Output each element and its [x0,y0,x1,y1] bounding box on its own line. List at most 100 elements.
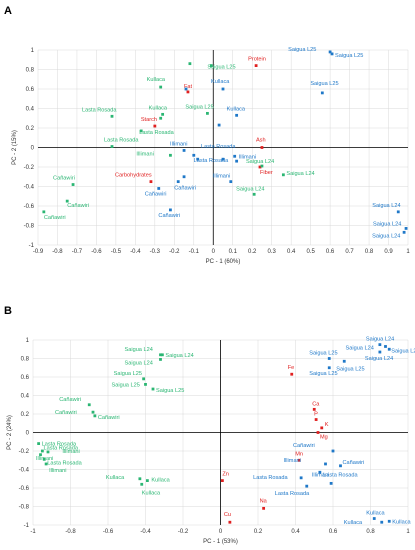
a-sample-point [188,62,192,66]
b-sample-label: Cañawiri [98,415,120,421]
b-sample-label: Illimani [49,468,66,474]
a-sample-point [159,85,163,89]
a-x-tick-label: 0.7 [345,249,354,255]
b-variable-point [314,418,318,421]
b-y-tick-label: -0.4 [19,468,30,474]
a-sample-label: Lasta Rosada [194,158,229,164]
a-sample-label: Saigua L25 [207,65,235,71]
b-variable-label: Fe [288,365,295,371]
b-variable-point [312,407,316,411]
a-sample-point [221,87,225,91]
a-sample-label: Saigua L25 [310,81,338,87]
a-x-axis-label: PC - 1 (60%) [206,259,241,265]
b-sample-point [159,353,162,357]
b-sample-label: Lasta Rosada [323,472,358,478]
a-x-tick-label: 0.6 [326,249,335,255]
b-variable-point [262,506,266,510]
b-sample-label: Lasta Rosada [253,475,288,481]
b-variable-point [316,431,320,434]
a-x-tick-label: -0.3 [150,249,161,255]
a-sample-point [192,153,196,157]
a-variable-point [153,124,157,128]
panel-b-letter: B [4,305,12,317]
a-sample-point [206,111,209,115]
a-sample-point [65,199,69,203]
b-y-tick-label: -1 [24,523,30,529]
b-sample-label: Cañawiri [343,460,365,466]
b-sample-point [331,449,335,453]
panel-b-plot: -1 -0.8 -0.6 -0.4 -0.2 0 0.2 0.4 0.6 0.8 1 -1 -0.8 -0… [7,337,415,545]
a-sample-point [233,154,237,158]
b-sample-point [380,520,384,524]
b-y-tick-label: 0.6 [21,375,30,381]
b-x-axis-label: PC - 1 (53%) [203,539,238,545]
b-x-tick-label: -0.2 [178,529,189,535]
a-sample-point [221,157,225,161]
a-sample-label: Cañawiri [44,215,66,221]
b-sample-label: Saigua L24 [125,360,153,366]
b-sample-point [342,359,346,363]
b-sample-point [372,517,376,520]
a-x-tick-label: 0.4 [287,249,296,255]
a-sample-label: Saigua L24 [286,171,314,177]
b-sample-point [299,476,303,480]
b-sample-point [159,358,162,361]
a-y-tick-label: -0.2 [24,165,35,171]
a-sample-point [396,210,400,214]
a-sample-label: Saigua L24 [372,203,400,209]
b-sample-point [37,442,41,445]
a-x-tick-label: 0.8 [365,249,374,255]
b-sample-point [145,479,149,482]
b-sample-label: Saigua L24 [125,347,153,353]
b-variable-point [228,520,232,524]
b-sample-label: Saigua L24 [366,337,394,343]
a-x-tick-label: 0.3 [268,249,277,255]
a-sample-point [182,149,186,152]
a-variable-label: Starch [141,117,157,123]
b-variable-label: Cu [224,512,231,518]
a-sample-point [161,112,165,116]
a-sample-point [110,145,114,148]
a-x-tick-label: -0.1 [189,249,200,255]
a-sample-label: Illimani [239,154,256,160]
a-y-tick-label: -0.8 [24,224,35,230]
a-y-tick-label: -0.6 [24,204,35,210]
a-variable-label: Fiber [260,170,273,176]
b-y-tick-label: -0.8 [19,505,30,511]
b-x-tick-label: -0.6 [103,529,114,535]
b-sample-label: Illimani [284,458,301,464]
b-sample-label: Kullaca [366,511,385,517]
b-sample-point [387,347,391,351]
b-sample-label: Saigua L24 [165,353,193,359]
b-sample-label: Saigua L24 [346,345,374,351]
a-x-tick-label: -0.5 [111,249,122,255]
b-variable-label: Na [260,498,268,504]
a-x-tick-label: -0.7 [72,249,83,255]
a-sample-point [209,64,213,67]
b-variable-point [297,458,301,462]
b-sample-point [305,484,309,488]
a-x-tick-label: 0.5 [306,249,315,255]
a-sample-point [71,183,75,186]
b-y-tick-label: 0.8 [21,357,30,363]
b-y-tick-label: 1 [26,338,30,344]
b-sample-label: Saigua L25 [309,351,337,357]
a-sample-label: Lasta Rosada [139,130,174,136]
a-variable-point [186,90,190,94]
a-sample-point [184,87,188,91]
b-x-tick-label: 1 [406,529,410,535]
a-sample-point [169,208,172,212]
b-x-tick-label: 0.8 [366,529,375,535]
a-sample-point [139,129,143,133]
a-sample-point [235,113,239,117]
a-sample-label: Cañawiri [174,186,196,192]
a-sample-label: Kullaca [211,79,230,85]
b-sample-point [378,350,382,354]
a-sample-point [157,187,161,190]
a-variable-point [258,165,262,169]
b-variable-label: Ca [312,401,320,407]
a-sample-point [110,114,114,118]
a-sample-label: Lasta Rosada [201,144,236,150]
b-sample-label: Lasta Rosada [275,491,310,497]
b-sample-label: Lasta Rosada [42,442,77,448]
